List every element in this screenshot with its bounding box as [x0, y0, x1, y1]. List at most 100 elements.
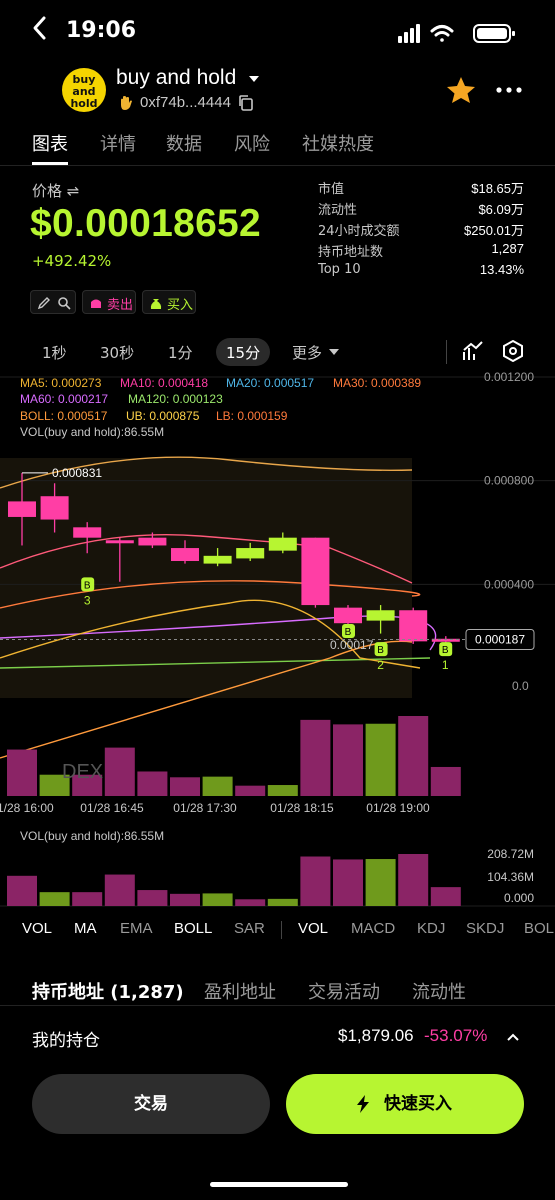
holdings-label: 我的持仓 — [32, 1031, 100, 1051]
sub-y-tick-label: 104.36M — [487, 870, 534, 884]
volume-bar — [333, 724, 363, 796]
copy-icon[interactable] — [238, 95, 254, 111]
ind-main-vol[interactable]: VOL — [22, 920, 53, 937]
candlestick-chart[interactable]: 0.001200 0.000800 0.000400 0.0 0.000831 0.000… — [0, 368, 555, 818]
section-tabs: 持币地址 (1,287) 盈利地址 交易活动 流动性 — [0, 976, 555, 1006]
star-icon[interactable] — [446, 76, 476, 104]
timeframe-30s[interactable]: 30秒 — [100, 344, 135, 362]
stats-panel: 市值 $18.65万 流动性 $6.09万 24小时成交额 $250.01万 持币地址… — [318, 178, 524, 283]
x-tick-label: 01/28 16:00 — [0, 801, 54, 815]
trade-button[interactable]: 交易 — [32, 1074, 270, 1134]
boll-band-fill — [0, 458, 412, 698]
ind-sub-kdj[interactable]: KDJ — [417, 920, 446, 937]
volume-subchart[interactable]: 208.72M 104.36M 0.000 — [0, 840, 555, 910]
chevron-up-icon[interactable] — [506, 1032, 520, 1042]
candle-body — [171, 548, 199, 562]
candle-body — [203, 555, 232, 564]
candle-body — [8, 501, 36, 517]
stat-key: 流动性 — [318, 203, 358, 218]
status-icons — [398, 24, 515, 43]
timeframe-1m[interactable]: 1分 — [168, 344, 193, 362]
stat-value: $18.65万 — [471, 181, 524, 196]
stat-value: 13.43% — [479, 262, 524, 277]
tab-risk[interactable]: 风险 — [234, 134, 270, 155]
high-marker-label: 0.000831 — [52, 466, 102, 480]
stat-row: Top 10 13.43% — [318, 262, 524, 283]
status-time: 19:06 — [66, 18, 137, 43]
x-tick-label: 01/28 16:45 — [80, 801, 144, 815]
back-icon[interactable] — [28, 14, 52, 42]
wifi-icon — [430, 25, 454, 42]
low-price-label: 0.00017 — [330, 638, 374, 652]
sub-vol-legend: VOL(buy and hold):86.55M — [20, 829, 165, 843]
tab-holders[interactable]: 持币地址 (1,287) — [32, 982, 184, 1003]
timeframe-more[interactable]: 更多 — [292, 344, 323, 362]
chevron-down-icon[interactable] — [248, 74, 260, 84]
hand-icon — [121, 96, 132, 110]
token-name[interactable]: buy and hold — [116, 66, 237, 89]
ind-main-sar[interactable]: SAR — [234, 920, 265, 937]
x-tick-label: 01/28 19:00 — [366, 801, 430, 815]
price-label[interactable]: 价格 ⇌ — [32, 182, 80, 200]
tab-data[interactable]: 数据 — [166, 134, 202, 155]
tab-profitable[interactable]: 盈利地址 — [204, 982, 276, 1003]
y-tick-label: 0.001200 — [484, 370, 534, 384]
sub-volume-bar — [202, 893, 233, 906]
ma20-legend: MA20: 0.000517 — [226, 376, 315, 390]
ind-main-boll[interactable]: BOLL — [174, 920, 213, 937]
y-tick-label: 0.0 — [512, 679, 529, 693]
tab-social[interactable]: 社媒热度 — [302, 134, 374, 155]
timeframe-15m[interactable]: 15分 — [226, 344, 261, 362]
vol-legend: VOL(buy and hold):86.55M — [20, 425, 165, 439]
my-holdings[interactable]: 我的持仓 $1,879.06 -53.07% — [0, 1026, 555, 1056]
stat-key: 市值 — [318, 182, 345, 197]
lightning-icon — [357, 1095, 369, 1113]
tab-activity[interactable]: 交易活动 — [308, 982, 380, 1003]
buy-marker — [81, 577, 95, 592]
ind-sub-boll[interactable]: BOLL — [524, 920, 555, 937]
tab-details[interactable]: 详情 — [100, 134, 136, 155]
stat-value: $6.09万 — [478, 202, 524, 217]
tab-chart[interactable]: 图表 — [32, 134, 68, 155]
settings-hex-icon[interactable] — [502, 340, 524, 362]
buy-chip[interactable]: 买入 — [142, 290, 196, 314]
volume-bar — [170, 777, 200, 796]
search-icon — [58, 297, 71, 310]
timeframe-1s[interactable]: 1秒 — [42, 344, 67, 362]
ma10-legend: MA10: 0.000418 — [120, 376, 209, 390]
volume-bar — [137, 771, 168, 796]
y-tick-label: 0.000800 — [484, 474, 534, 488]
candle-body — [73, 527, 102, 538]
sub-y-tick-label: 208.72M — [487, 847, 534, 861]
buy-marker — [342, 623, 355, 638]
candle-body — [366, 610, 395, 621]
sub-volume-bar — [365, 859, 396, 906]
sub-volume-bar — [104, 874, 135, 906]
tab-underline — [32, 162, 68, 165]
more-icon[interactable] — [496, 86, 522, 94]
ind-main-ema[interactable]: EMA — [120, 920, 153, 937]
sub-volume-bar — [398, 854, 429, 906]
sub-volume-bar — [39, 892, 70, 906]
buy-marker-label: B — [345, 627, 352, 638]
current-price-tag — [465, 629, 535, 651]
draw-search-chip[interactable] — [30, 290, 76, 314]
indicator-bar: VOL MA EMA BOLL SAR VOL MACD KDJ SKDJ BO… — [0, 918, 555, 942]
ind-sub-skdj[interactable]: SKDJ — [466, 920, 505, 937]
pen-icon — [37, 297, 50, 310]
buy-marker-count: 1 — [442, 658, 449, 672]
tab-liquidity[interactable]: 流动性 — [412, 982, 466, 1003]
candle-body — [301, 537, 330, 606]
ind-main-ma[interactable]: MA — [74, 920, 97, 937]
holdings-pct: -53.07% — [424, 1026, 488, 1045]
chevron-down-icon[interactable] — [328, 348, 340, 356]
stat-key: Top 10 — [318, 262, 361, 277]
sell-chip[interactable]: 卖出 — [82, 290, 136, 314]
buy-label: 买入 — [167, 298, 194, 313]
ma60-legend: MA60: 0.000217 — [20, 392, 109, 406]
token-logo: buy and hold — [62, 68, 106, 112]
indicator-icon[interactable] — [462, 340, 484, 362]
ind-sub-macd[interactable]: MACD — [351, 920, 396, 937]
quick-buy-button[interactable]: 快速买入 — [286, 1074, 524, 1134]
ind-sub-vol[interactable]: VOL — [298, 920, 329, 937]
